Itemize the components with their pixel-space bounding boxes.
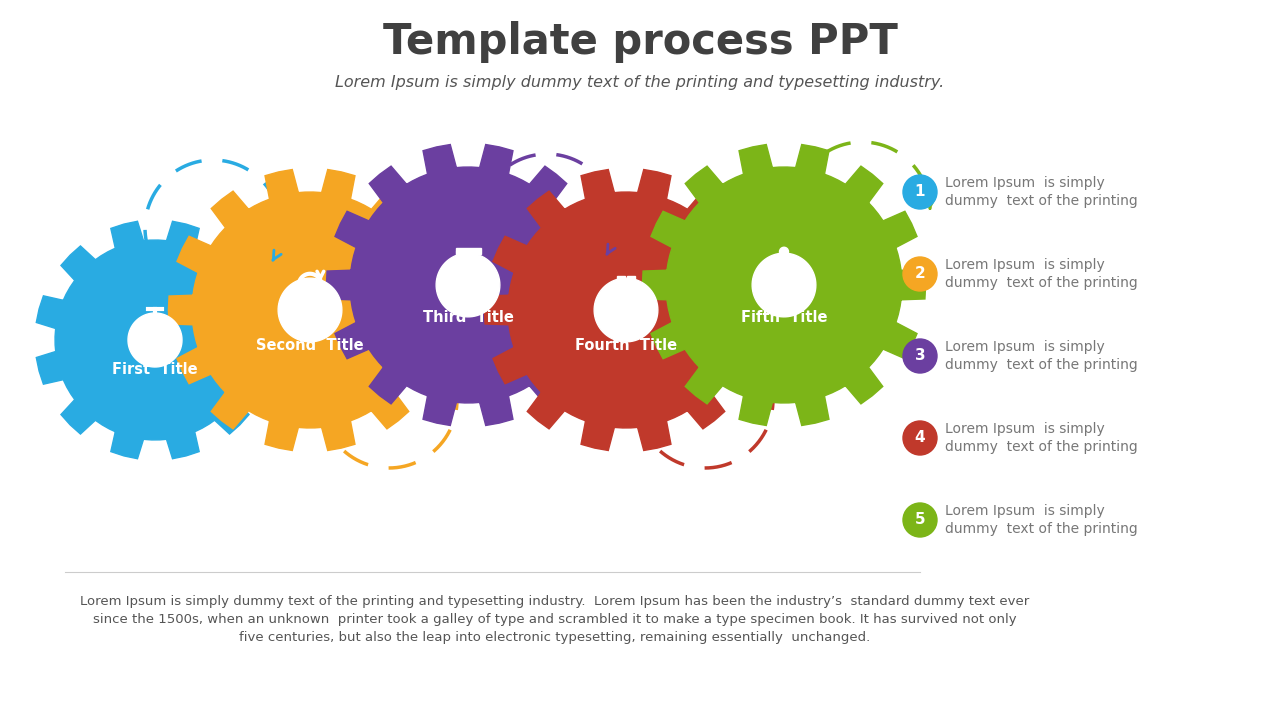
Polygon shape — [326, 145, 609, 426]
Circle shape — [902, 421, 937, 455]
Text: Lorem Ipsum  is simply
dummy  text of the printing: Lorem Ipsum is simply dummy text of the … — [945, 504, 1138, 536]
Bar — [617, 286, 625, 291]
Text: 2: 2 — [915, 266, 925, 282]
Text: Lorem Ipsum  is simply
dummy  text of the printing: Lorem Ipsum is simply dummy text of the … — [945, 176, 1138, 208]
Text: Second  Title: Second Title — [256, 338, 364, 353]
Polygon shape — [278, 278, 342, 342]
Polygon shape — [169, 169, 452, 451]
Circle shape — [902, 257, 937, 291]
Text: 4: 4 — [915, 431, 925, 446]
Text: 5: 5 — [915, 513, 925, 528]
Text: First  Title: First Title — [113, 362, 198, 377]
Bar — [456, 271, 467, 276]
Text: Fourth  Title: Fourth Title — [575, 338, 677, 353]
Bar — [456, 248, 480, 254]
Circle shape — [307, 286, 314, 292]
Polygon shape — [594, 278, 658, 342]
Bar — [470, 271, 480, 276]
Text: 1: 1 — [915, 184, 925, 199]
Circle shape — [902, 339, 937, 373]
Circle shape — [780, 247, 788, 256]
Polygon shape — [128, 313, 182, 367]
Text: Lorem Ipsum  is simply
dummy  text of the printing: Lorem Ipsum is simply dummy text of the … — [945, 258, 1138, 290]
Polygon shape — [643, 145, 925, 426]
Bar — [617, 276, 625, 281]
Bar — [627, 286, 635, 291]
Bar — [622, 295, 630, 301]
Polygon shape — [436, 253, 500, 317]
Polygon shape — [36, 221, 274, 459]
Text: Lorem Ipsum  is simply
dummy  text of the printing: Lorem Ipsum is simply dummy text of the … — [945, 422, 1138, 454]
Bar — [150, 318, 160, 325]
Text: Fifth  Title: Fifth Title — [741, 310, 827, 325]
Text: Lorem Ipsum  is simply
dummy  text of the printing: Lorem Ipsum is simply dummy text of the … — [945, 340, 1138, 372]
Text: Lorem Ipsum is simply dummy text of the printing and typesetting industry.: Lorem Ipsum is simply dummy text of the … — [335, 74, 945, 89]
Text: Template process PPT: Template process PPT — [383, 21, 897, 63]
Text: Lorem Ipsum is simply dummy text of the printing and typesetting industry.  Lore: Lorem Ipsum is simply dummy text of the … — [81, 595, 1029, 644]
Text: Third  Title: Third Title — [422, 310, 513, 325]
Text: 3: 3 — [915, 348, 925, 364]
Circle shape — [902, 175, 937, 209]
Polygon shape — [484, 169, 768, 451]
Circle shape — [151, 327, 159, 335]
Bar — [627, 276, 635, 281]
Polygon shape — [753, 253, 815, 317]
Circle shape — [902, 503, 937, 537]
